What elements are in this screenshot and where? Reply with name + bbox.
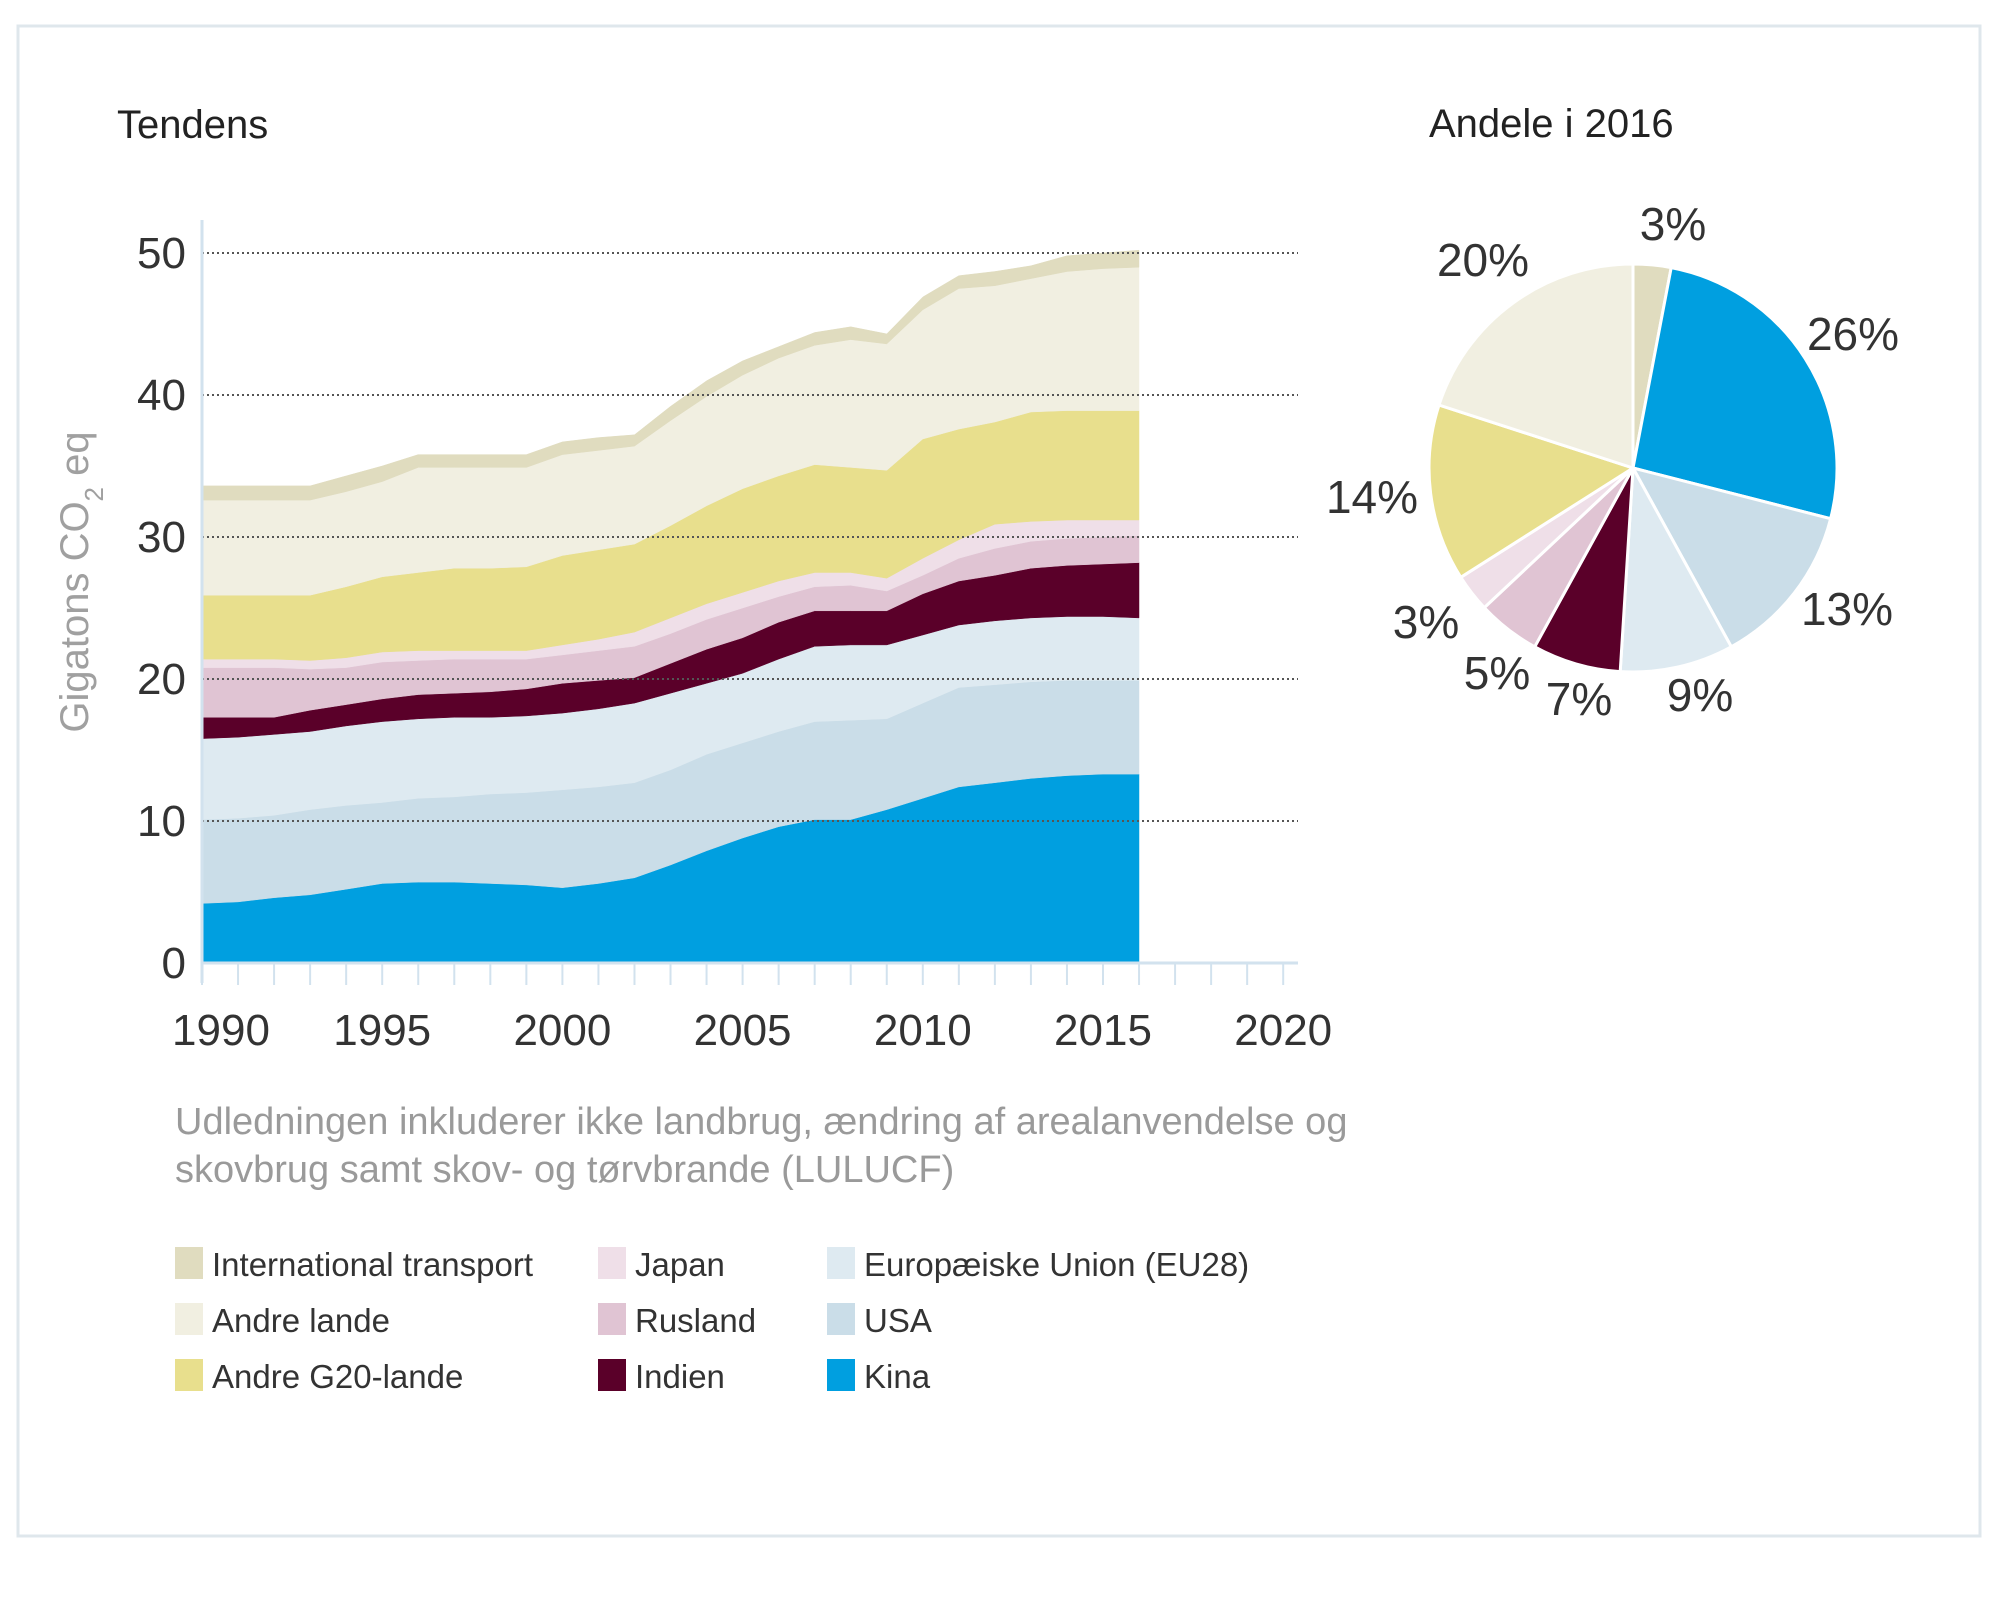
- y-tick-label: 30: [137, 513, 186, 562]
- area-series-international-transport: [201, 249, 1140, 501]
- x-tick-label: 1995: [333, 1006, 431, 1055]
- pie-slice-usa: [1630, 465, 1833, 649]
- pie-slice-label: 13%: [1801, 583, 1893, 635]
- y-tick-label: 50: [137, 229, 186, 278]
- pie-slice-label: 26%: [1807, 308, 1899, 360]
- pie-slice-andre-g20-lande: [1427, 403, 1637, 580]
- legend-swatch: [175, 1303, 203, 1335]
- legend-label: Andre lande: [212, 1302, 390, 1339]
- x-tick-label: 2015: [1054, 1006, 1152, 1055]
- pie-slice-label: 14%: [1326, 471, 1418, 523]
- legend-item: Rusland: [598, 1302, 756, 1339]
- legend-swatch: [827, 1247, 855, 1279]
- legend-item: Andre G20-lande: [175, 1358, 463, 1395]
- axes: 0 10 20 30 40 50 1990 1995 2000 2005 2010 2015 2020: [137, 220, 1332, 1055]
- pie-slice-label: 9%: [1667, 669, 1733, 721]
- legend-label: International transport: [212, 1246, 533, 1283]
- pie-chart-title: Andele i 2016: [1429, 102, 1674, 146]
- pie-slice-label: 3%: [1393, 596, 1459, 648]
- legend-swatch: [598, 1303, 626, 1335]
- legend-label: Kina: [864, 1358, 931, 1395]
- x-tick-label: 2000: [513, 1006, 611, 1055]
- x-tick-label: 2005: [694, 1006, 792, 1055]
- legend-label: Europæiske Union (EU28): [864, 1246, 1249, 1283]
- legend-label: USA: [864, 1302, 932, 1339]
- pie-slice-europæiske-union-eu28-: [1618, 462, 1734, 674]
- legend-item: Kina: [827, 1358, 931, 1395]
- legend-item: International transport: [175, 1246, 533, 1283]
- legend-item: USA: [827, 1302, 932, 1339]
- pie-slice-andre-lande: [1437, 262, 1635, 471]
- legend-swatch: [175, 1247, 203, 1279]
- y-tick-label: 0: [162, 939, 186, 988]
- x-tick-label: 2020: [1234, 1006, 1332, 1055]
- legend-label: Andre G20-lande: [212, 1358, 463, 1395]
- pie-slice-label: 20%: [1437, 234, 1529, 286]
- pie-chart: 3%26%13%9%7%5%3%14%20%: [1326, 198, 1899, 725]
- y-axis-label: Gigatons CO2 eq: [53, 431, 109, 732]
- area-chart-title: Tendens: [117, 103, 268, 147]
- stacked-area-plot: [201, 249, 1140, 964]
- note-line-1: Udledningen inkluderer ikke landbrug, æn…: [175, 1101, 1347, 1143]
- pie-slice-label: 7%: [1546, 673, 1612, 725]
- legend-swatch: [598, 1247, 626, 1279]
- y-tick-label: 10: [137, 797, 186, 846]
- pie-slice-kina: [1631, 265, 1839, 521]
- x-tick-label: 2010: [874, 1006, 972, 1055]
- legend-item: Europæiske Union (EU28): [827, 1246, 1249, 1283]
- legend-label: Rusland: [635, 1302, 756, 1339]
- legend: International transport Andre lande Andre …: [175, 1246, 1249, 1395]
- x-tick-label: 1990: [172, 1006, 270, 1055]
- legend-swatch: [827, 1303, 855, 1335]
- legend-item: Andre lande: [175, 1302, 390, 1339]
- legend-label: Indien: [635, 1358, 725, 1395]
- legend-label: Japan: [635, 1246, 725, 1283]
- legend-item: Indien: [598, 1358, 725, 1395]
- pie-slice-label: 5%: [1464, 647, 1530, 699]
- pie-slice-label: 3%: [1640, 198, 1706, 250]
- legend-swatch: [598, 1359, 626, 1391]
- y-tick-label: 40: [137, 371, 186, 420]
- note-line-2: skovbrug samt skov- og tørvbrande (LULUC…: [175, 1149, 954, 1191]
- legend-swatch: [827, 1359, 855, 1391]
- legend-item: Japan: [598, 1246, 725, 1283]
- legend-swatch: [175, 1359, 203, 1391]
- y-tick-label: 20: [137, 655, 186, 704]
